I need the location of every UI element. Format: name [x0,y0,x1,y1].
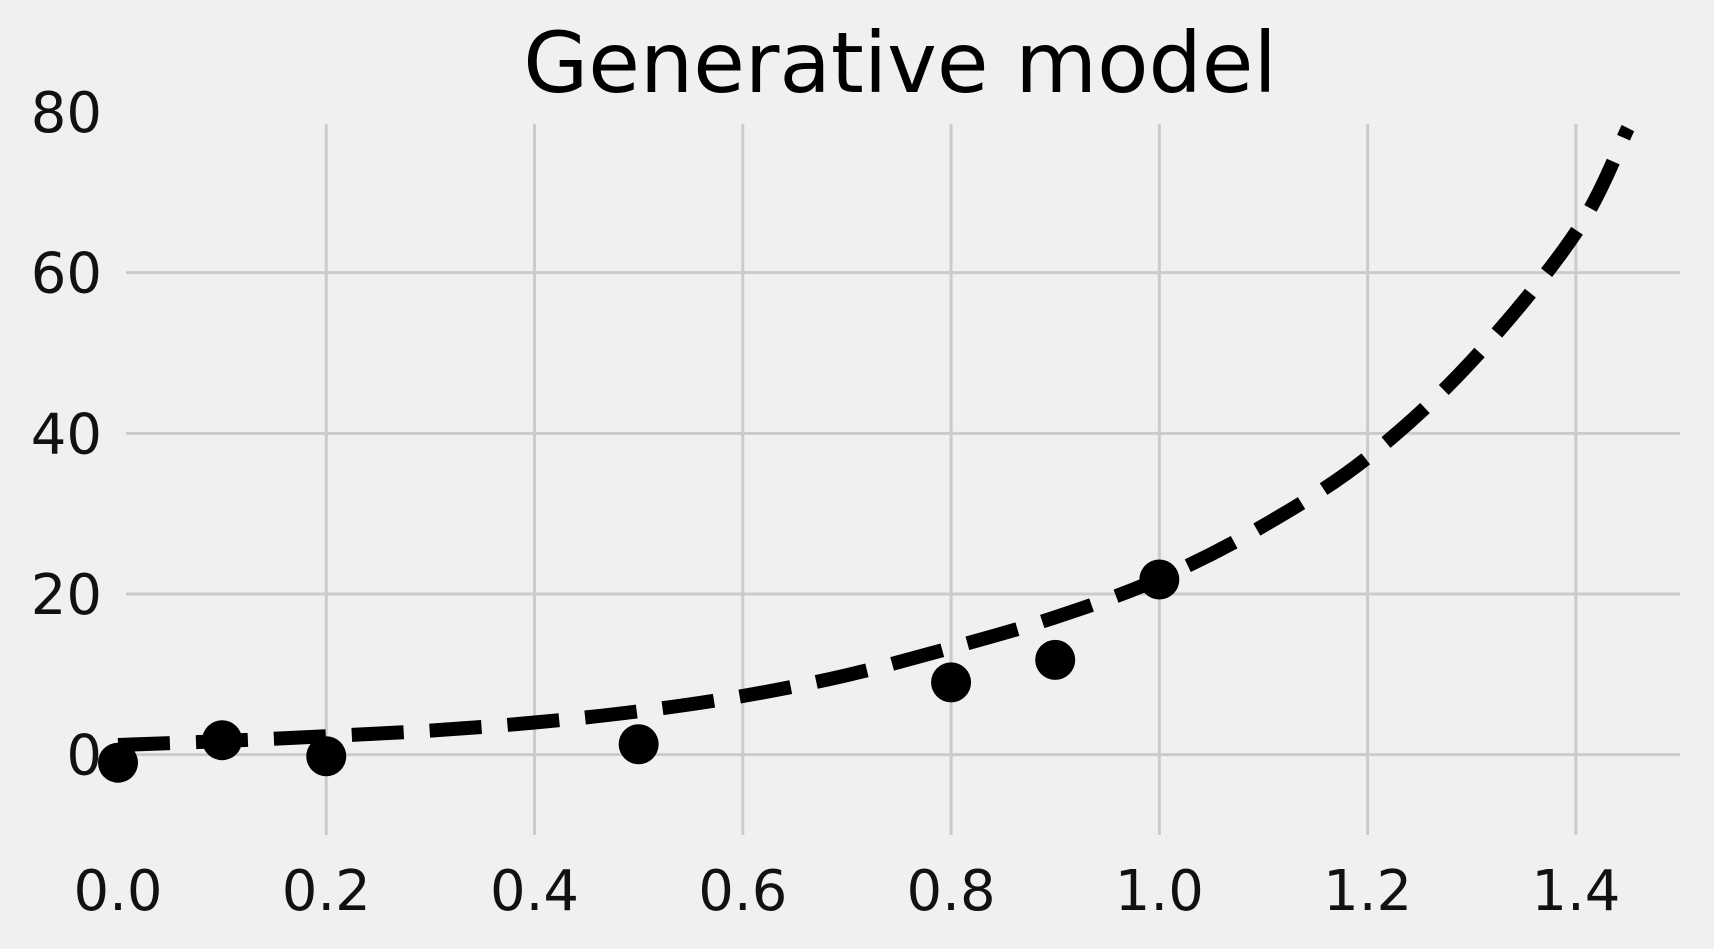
y-tick-label: 60 [31,242,102,307]
chart-title: Generative model [523,14,1277,112]
x-tick-label: 0.2 [282,859,371,924]
y-tick-label: 40 [31,402,102,467]
x-tick-label: 0.6 [698,859,787,924]
x-tick-label: 1.0 [1115,859,1204,924]
y-tick-label: 20 [31,563,102,628]
y-tick-label: 0 [66,724,102,789]
data-point [1139,559,1180,600]
data-point [931,662,972,703]
x-tick-label: 0.8 [907,859,996,924]
grid [126,124,1680,835]
data-point [202,720,243,761]
x-tick-label: 1.4 [1531,859,1620,924]
data-point [1035,639,1076,680]
y-tick-label: 80 [31,81,102,146]
x-axis-ticks: 0.0 0.2 0.4 0.6 0.8 1.0 1.2 1.4 [73,859,1620,924]
x-tick-label: 0.0 [73,859,162,924]
model-curve [117,124,1635,753]
data-point [306,736,347,777]
plot-series [98,124,1635,783]
x-tick-label: 1.2 [1323,859,1412,924]
data-point [618,724,659,765]
y-axis-ticks: 0 20 40 60 80 [31,81,102,789]
data-point [98,742,138,783]
x-tick-label: 0.4 [490,859,579,924]
